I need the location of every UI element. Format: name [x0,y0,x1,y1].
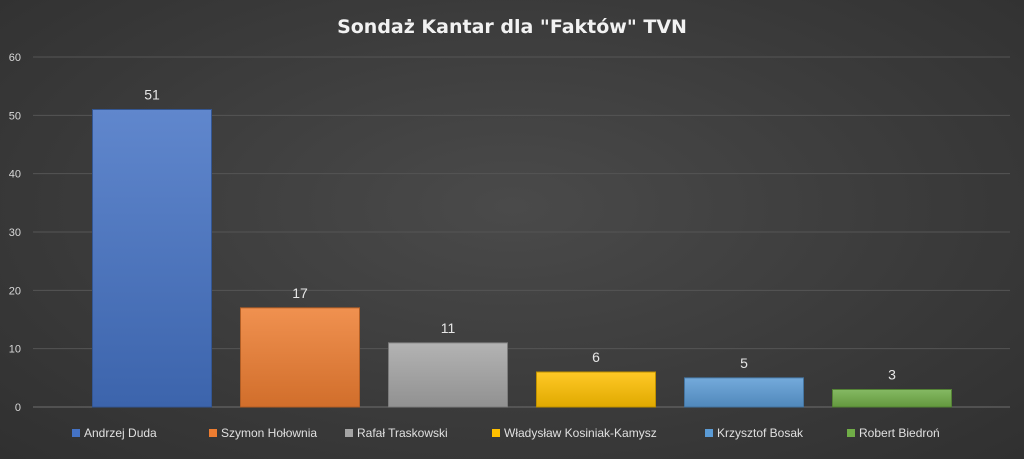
legend-label: Rafał Traskowski [357,426,448,440]
bar [388,342,508,408]
data-label: 17 [292,285,308,301]
y-tick-label: 40 [9,169,21,181]
y-tick-label: 60 [9,52,21,64]
y-axis-ticks: 0 10 20 30 40 50 60 [9,52,21,414]
bar [832,389,952,408]
legend-label: Szymon Hołownia [221,426,317,440]
data-label: 51 [144,87,160,103]
legend-swatch [72,429,80,437]
y-tick-label: 0 [15,402,21,414]
legend-label: Krzysztof Bosak [717,426,804,440]
legend-swatch [492,429,500,437]
legend: Andrzej Duda Szymon Hołownia Rafał Traskow… [72,426,940,440]
data-label: 3 [888,367,896,383]
y-tick-label: 30 [9,227,21,239]
bar [684,377,804,408]
bar [240,307,360,408]
chart-title: Sondaż Kantar dla "Faktów" TVN [337,16,687,38]
y-tick-label: 10 [9,344,21,356]
legend-swatch [345,429,353,437]
legend-label: Władysław Kosiniak-Kamysz [504,426,657,440]
data-labels: 51 17 11 6 5 3 [144,87,896,383]
data-label: 6 [592,349,600,365]
data-label: 11 [441,320,456,336]
legend-swatch [705,429,713,437]
bars [92,109,952,408]
data-label: 5 [740,355,748,371]
legend-label: Andrzej Duda [84,426,157,440]
legend-label: Robert Biedroń [859,426,940,440]
legend-swatch [847,429,855,437]
y-tick-label: 50 [9,110,21,122]
bar [536,371,656,408]
bar [92,109,212,408]
y-tick-label: 20 [9,285,21,297]
legend-swatch [209,429,217,437]
